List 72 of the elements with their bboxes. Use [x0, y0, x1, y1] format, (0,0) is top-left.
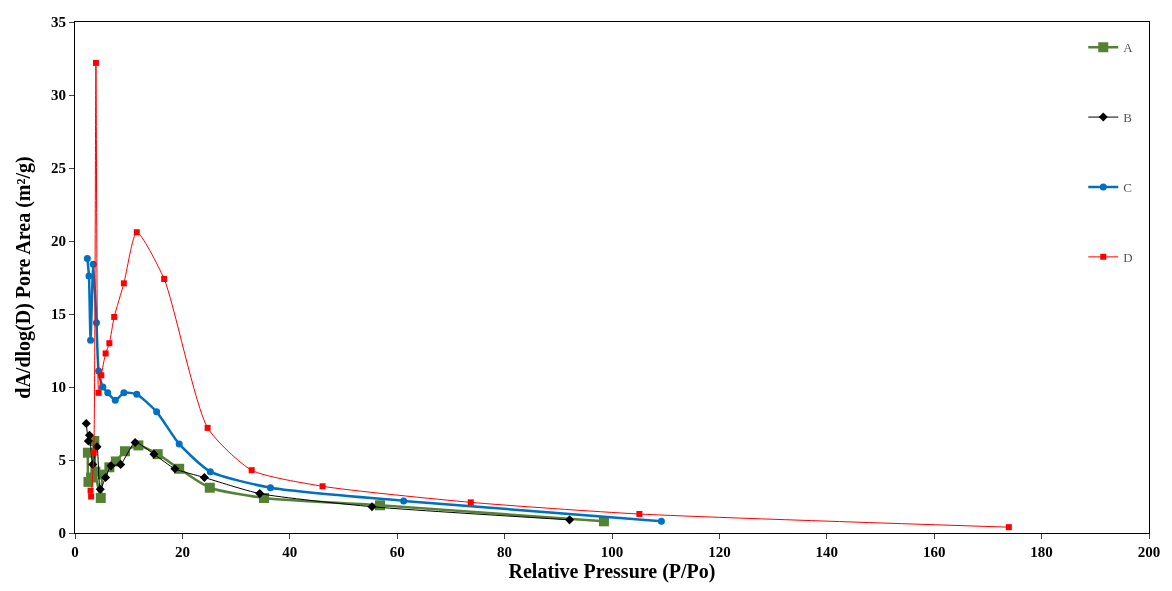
point: [95, 389, 102, 396]
point: [90, 449, 97, 456]
point: [175, 440, 183, 448]
point: [99, 383, 107, 391]
point: [87, 487, 94, 494]
x-tick-label: 20: [174, 544, 190, 560]
point: [565, 515, 575, 525]
x-tick-label: 160: [922, 544, 946, 560]
point: [83, 255, 91, 263]
point: [149, 449, 159, 459]
point: [119, 446, 130, 457]
point: [101, 472, 111, 483]
x-tick-label: 200: [1137, 544, 1161, 560]
y-tick-label: 5: [58, 452, 66, 469]
y-tick-label: 30: [51, 87, 66, 104]
legend-label: B: [1123, 110, 1133, 126]
point: [130, 437, 140, 448]
point: [367, 502, 377, 512]
point: [102, 350, 109, 357]
point: [81, 418, 91, 429]
point: [116, 459, 126, 469]
point: [204, 424, 211, 431]
point: [92, 59, 99, 66]
x-tick-label: 100: [600, 544, 624, 560]
x-tick-label: 80: [497, 544, 513, 560]
legend-label: C: [1123, 180, 1132, 196]
point: [170, 464, 180, 474]
x-tick-label: 0: [71, 544, 79, 560]
point: [204, 482, 215, 493]
y-tick-label: 35: [51, 14, 66, 31]
x-tick-label: 40: [282, 544, 298, 560]
point: [111, 313, 118, 320]
legend-label: A: [1123, 40, 1134, 56]
x-tick-label: 140: [815, 544, 839, 560]
x-tick-label: 120: [708, 544, 731, 560]
x-tick-label: 60: [389, 544, 405, 560]
y-tick-label: 20: [51, 233, 66, 250]
point: [400, 497, 408, 505]
point: [84, 430, 95, 440]
point: [106, 340, 113, 347]
y-tick-label: 10: [51, 379, 66, 396]
point: [467, 499, 474, 506]
legend-label: D: [1123, 249, 1133, 265]
y-tick-label: 25: [51, 160, 66, 177]
x-axis-title: Relative Pressure (P/Po): [508, 560, 716, 583]
y-tick-label: 15: [51, 306, 66, 323]
x-tick-label: 180: [1030, 544, 1053, 560]
point: [95, 484, 105, 494]
y-axis-title: dA/dlog(D) Pore Area (m²/g): [11, 156, 35, 399]
point: [161, 275, 168, 282]
point: [1005, 524, 1012, 531]
point: [120, 280, 127, 287]
point: [206, 468, 214, 476]
point: [133, 390, 141, 398]
point: [153, 408, 161, 416]
point: [199, 472, 209, 483]
point: [95, 492, 106, 503]
point: [104, 389, 112, 397]
point: [133, 229, 140, 236]
point: [111, 396, 119, 404]
y-tick-label: 0: [58, 525, 66, 542]
point: [85, 272, 93, 280]
point: [255, 489, 265, 499]
point: [248, 467, 255, 474]
point: [88, 493, 95, 500]
point: [87, 336, 95, 344]
point: [636, 511, 643, 518]
point: [266, 484, 274, 492]
point: [98, 372, 105, 379]
point: [120, 389, 128, 397]
point: [657, 517, 665, 525]
point: [319, 483, 326, 490]
